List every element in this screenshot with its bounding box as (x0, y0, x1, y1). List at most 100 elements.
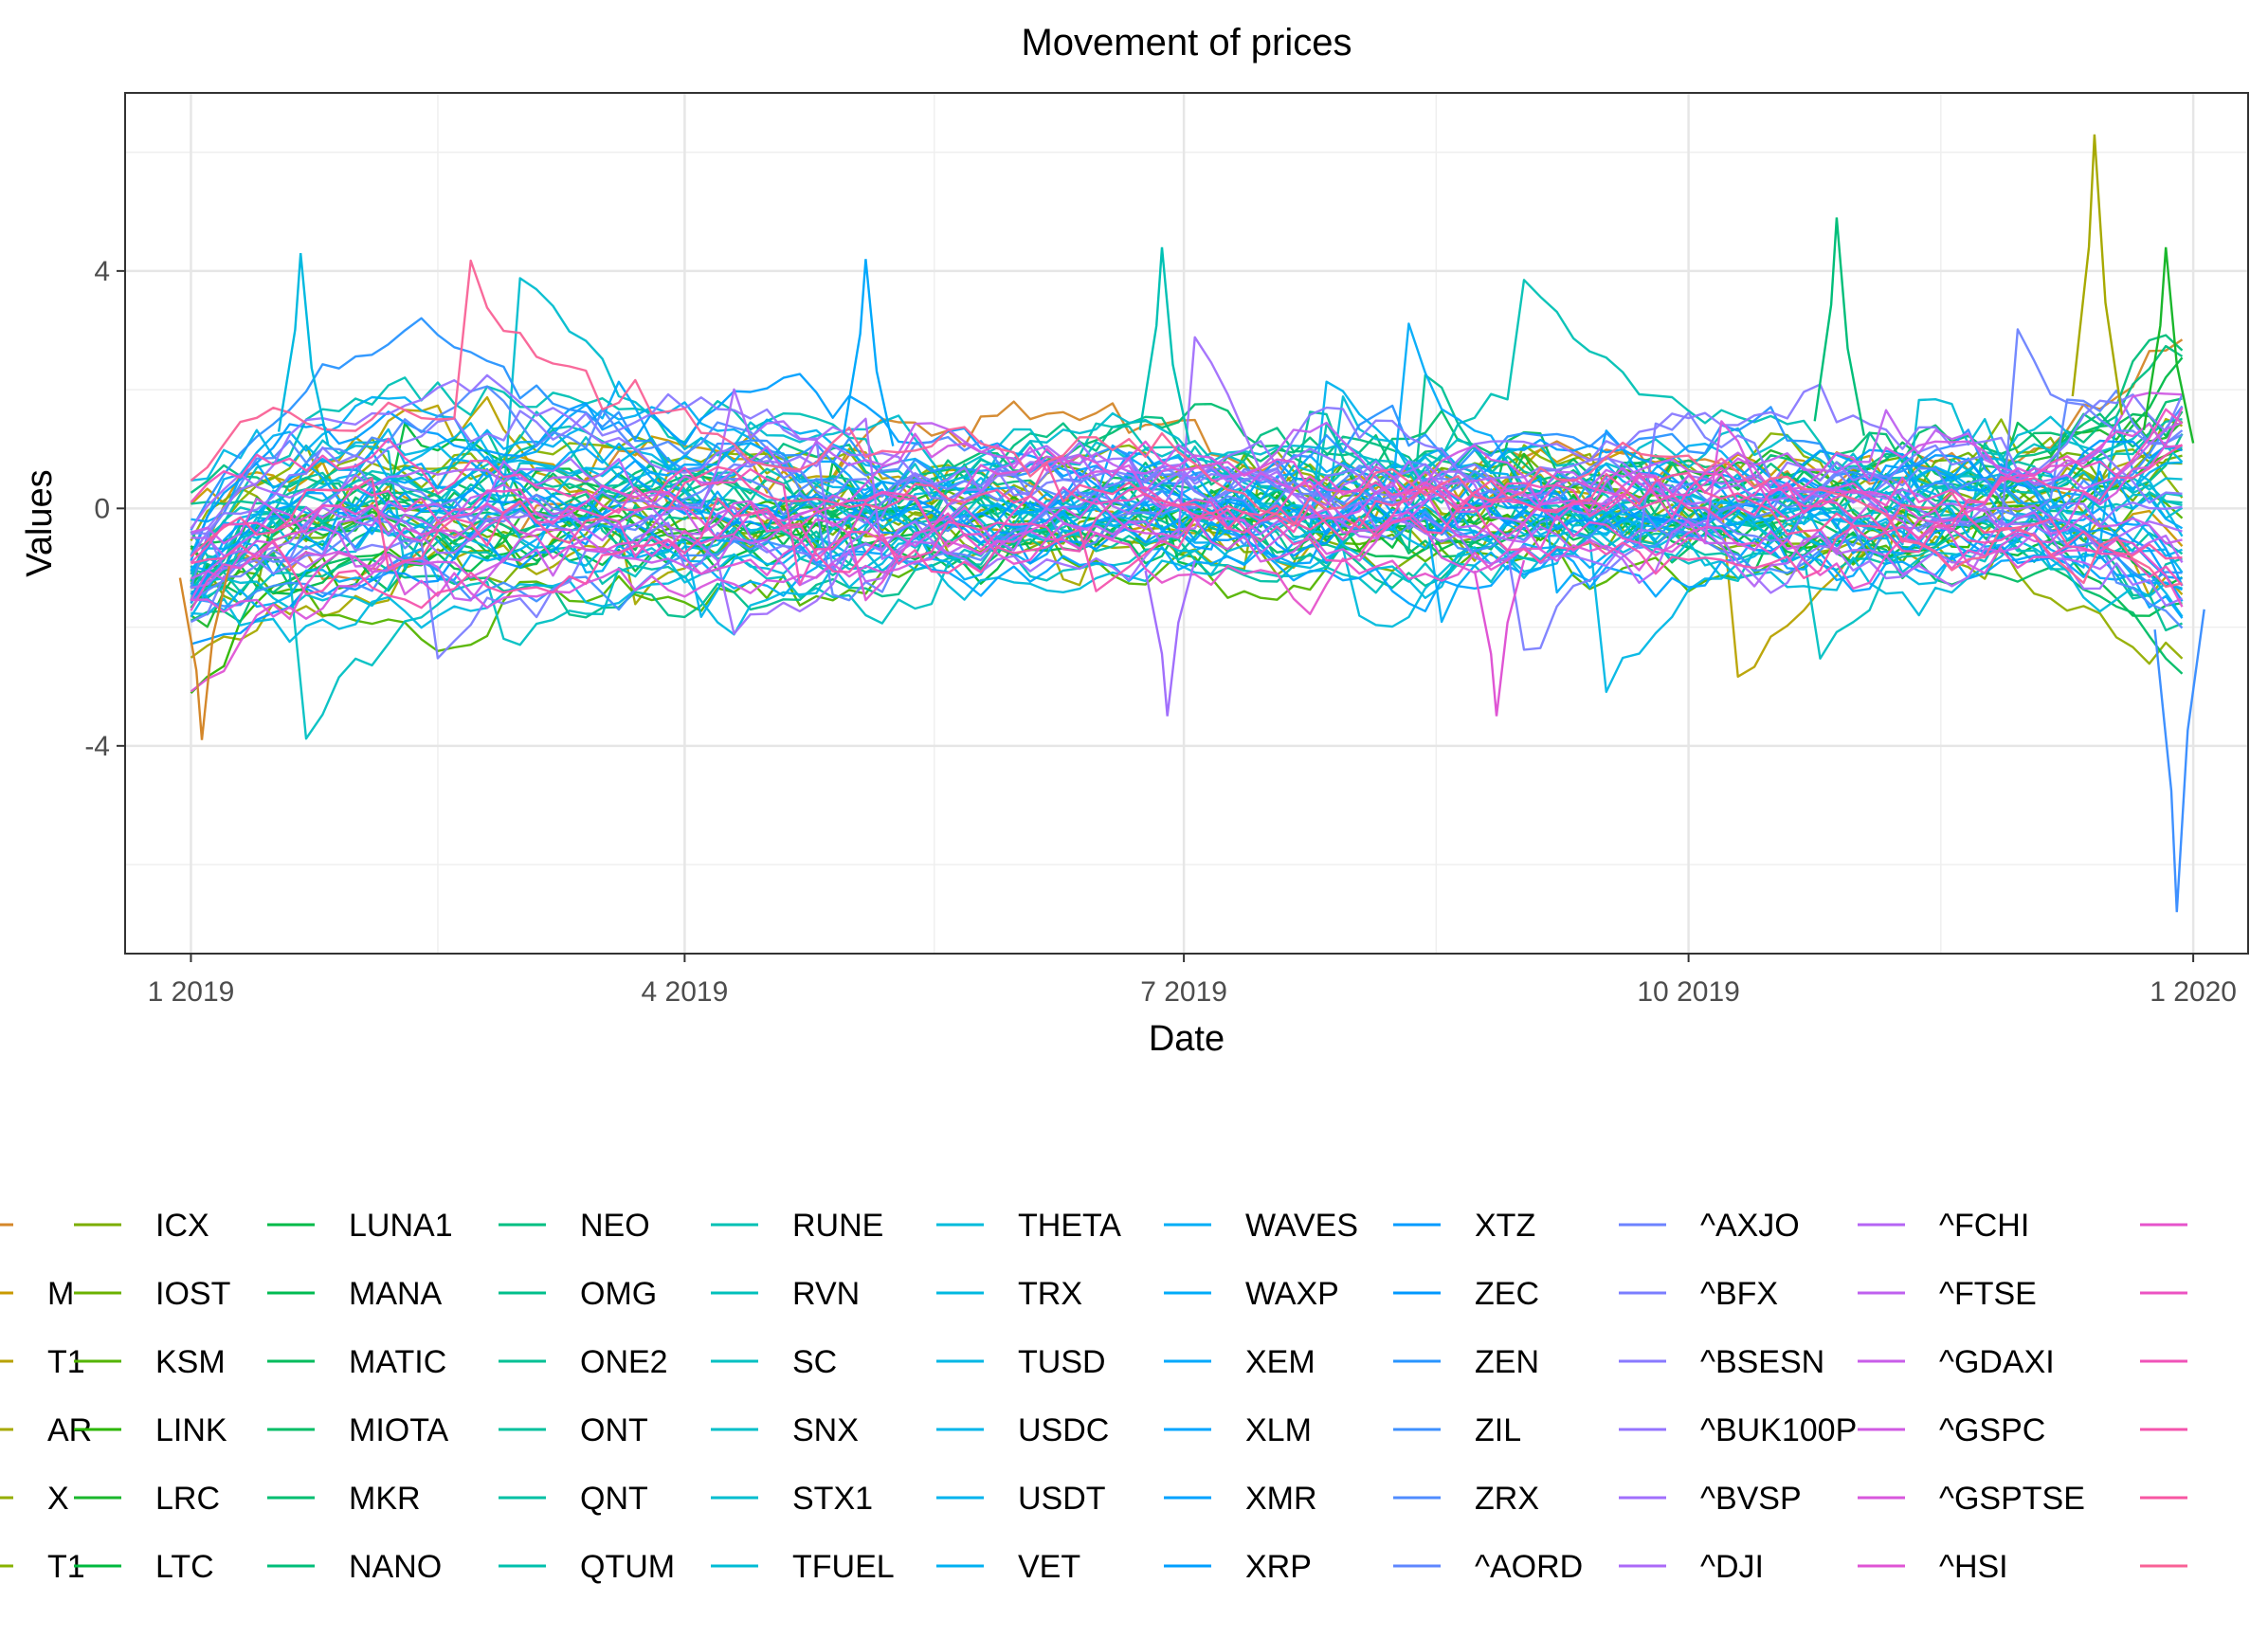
legend-entry: ^FTSE (1858, 1276, 2037, 1312)
plot-panel (124, 92, 2249, 955)
series-line (190, 385, 2184, 629)
legend-entry: MATIC (267, 1344, 446, 1380)
legend-label: ZEC (1475, 1276, 1539, 1312)
legend-entry: MANA (267, 1276, 443, 1312)
legend-label: TFUEL (792, 1549, 895, 1585)
legend-entry: ^GSPC (1858, 1412, 2045, 1448)
x-tick-label: 7 2019 (1140, 976, 1227, 1008)
legend-label: ^BSESN (1700, 1344, 1824, 1380)
series-line (190, 328, 2184, 624)
series-line (190, 391, 2183, 601)
y-tick-label: 4 (94, 256, 110, 287)
legend-label: TUSD (1018, 1344, 1106, 1380)
legend-label: XRP (1245, 1549, 1312, 1585)
legend-label: ^GDAXI (1939, 1344, 2055, 1380)
legend-entry: ZEN (1393, 1344, 1539, 1380)
x-axis-title: Date (1149, 1019, 1225, 1059)
legend-label: USDC (1018, 1412, 1109, 1448)
legend-entry: ^BUK100P (1619, 1412, 1857, 1448)
legend-entry: USDT (936, 1481, 1106, 1517)
legend-label: LTC (155, 1549, 214, 1585)
y-tick-label: -4 (84, 731, 110, 762)
legend-entry: ^HSI (1858, 1549, 2008, 1585)
legend-entry: ^BFX (1619, 1276, 1778, 1312)
legend-entry: ^AXJO (1619, 1208, 1800, 1244)
legend-entry: KSM (74, 1344, 226, 1380)
legend-label: NANO (349, 1549, 442, 1585)
legend-label: NEO (580, 1208, 650, 1244)
legend-label: KSM (155, 1344, 226, 1380)
series-line (190, 423, 2183, 693)
series-line (191, 407, 2184, 620)
series-line (191, 473, 2184, 619)
series-line (191, 444, 2184, 610)
legend-label: STX1 (792, 1481, 873, 1517)
legend-label: ONE2 (580, 1344, 668, 1380)
legend-entry: IOST (74, 1276, 230, 1312)
series-line (190, 437, 2184, 587)
legend-entry: LTC (74, 1549, 214, 1585)
x-axis: 1 2019 4 2019 7 2019 10 2019 1 2020 (148, 954, 2237, 1008)
x-tick-label: 1 2020 (2150, 976, 2237, 1008)
legend-label: OMG (580, 1276, 657, 1312)
legend-entry: ONE2 (499, 1344, 668, 1380)
series-line (191, 472, 2183, 602)
legend-label: ^FTSE (1939, 1276, 2037, 1312)
legend-label: X (47, 1481, 69, 1517)
legend-entry: ^AORD (1393, 1549, 1583, 1585)
legend-entry: ICX (74, 1208, 209, 1244)
legend-entry: TFUEL (711, 1549, 895, 1585)
legend-label: MATIC (349, 1344, 446, 1380)
legend-entry: XRP (1164, 1549, 1312, 1585)
legend-label: ZRX (1475, 1481, 1539, 1517)
legend-label: ZEN (1475, 1344, 1539, 1380)
legend-label: XTZ (1475, 1208, 1535, 1244)
legend-entry: MKR (267, 1481, 421, 1517)
legend-entry: WAXP (1164, 1276, 1339, 1312)
legend-entry: ^DJI (1619, 1549, 1764, 1585)
series-spike (1473, 559, 1526, 717)
legend-entry: NANO (267, 1549, 442, 1585)
legend-entry: SNX (711, 1412, 859, 1448)
legend-entry: USDC (936, 1412, 1109, 1448)
y-axis-title: Values (20, 469, 60, 576)
legend: M T1 AR X T1 ICX IOST KSM LINK LRC LTC LUNA1 MANA MAT… (0, 1208, 2187, 1585)
legend-label: MANA (349, 1276, 443, 1312)
series-spike (843, 259, 895, 446)
x-tick-label: 1 2019 (148, 976, 235, 1008)
legend-entry: NEO (499, 1208, 650, 1244)
legend-label: XLM (1245, 1412, 1312, 1448)
legend-entry: ^BSESN (1619, 1344, 1824, 1380)
legend-entry: ^GSPTSE (1858, 1481, 2085, 1517)
series-spike (1138, 246, 1191, 444)
series-line (191, 409, 2183, 580)
legend-entry: ^GDAXI (1858, 1344, 2055, 1380)
legend-entry: RUNE (711, 1208, 883, 1244)
series-line (191, 336, 2183, 635)
legend-entry: THETA (936, 1208, 1121, 1244)
price-series-lines (178, 134, 2205, 913)
legend-label: SC (792, 1344, 837, 1380)
legend-label: RUNE (792, 1208, 883, 1244)
series-spike (2142, 246, 2195, 444)
legend-label: VET (1018, 1549, 1080, 1585)
legend-entry: MIOTA (267, 1412, 448, 1448)
legend-entry: ZIL (1393, 1412, 1521, 1448)
legend-label: M (47, 1276, 74, 1312)
legend-label: LINK (155, 1412, 227, 1448)
legend-entry: M (0, 1276, 74, 1312)
legend-entry: XMR (1164, 1481, 1317, 1517)
legend-label: ^BUK100P (1700, 1412, 1857, 1448)
legend-entry: ZEC (1393, 1276, 1539, 1312)
series-line (190, 462, 2183, 570)
legend-entry: ^BVSP (1619, 1481, 1802, 1517)
legend-label: QNT (580, 1481, 648, 1517)
legend-label: ^HSI (1939, 1549, 2008, 1585)
legend-entry: QTUM (499, 1549, 675, 1585)
legend-entry: T1 (0, 1344, 85, 1380)
legend-entry: LRC (74, 1481, 220, 1517)
legend-label: ZIL (1475, 1412, 1521, 1448)
x-tick-label: 10 2019 (1637, 976, 1739, 1008)
legend-label: THETA (1018, 1208, 1121, 1244)
